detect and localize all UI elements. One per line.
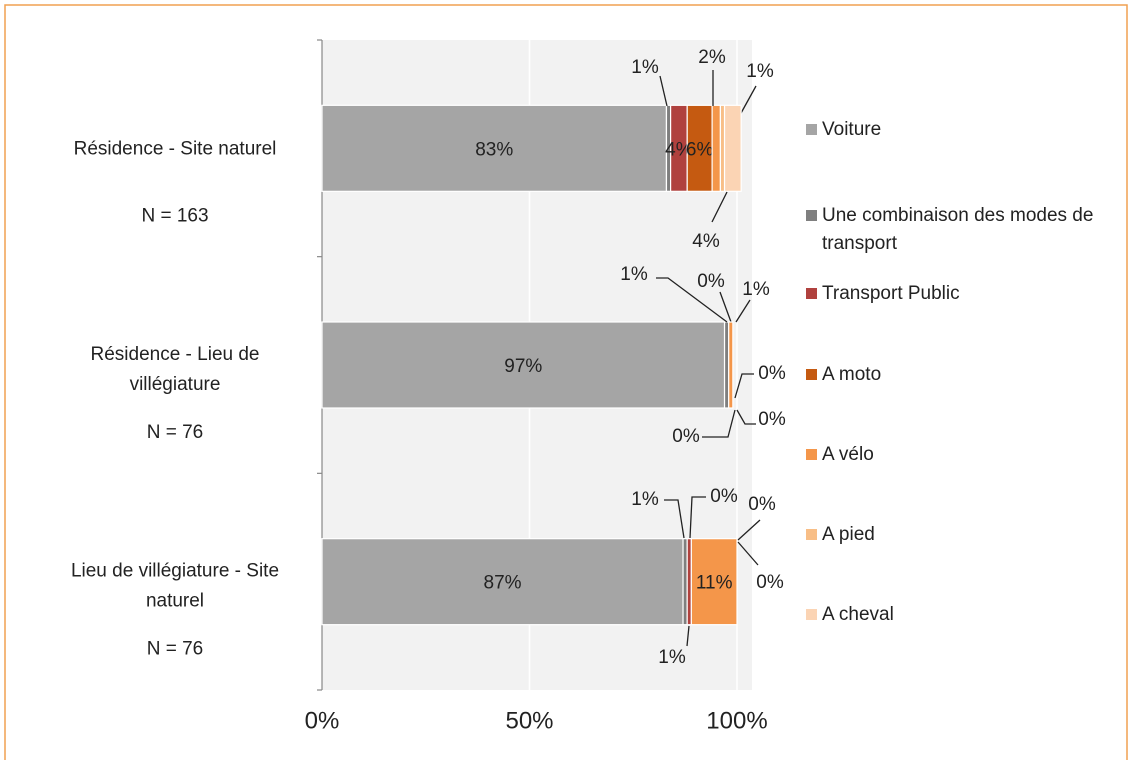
- value-label: 0%: [758, 409, 786, 430]
- value-label: 0%: [758, 363, 786, 384]
- value-label: 83%: [475, 139, 513, 160]
- bar-segment: [682, 538, 688, 626]
- legend-label: Voiture: [822, 119, 881, 140]
- bar-segment: [690, 538, 738, 626]
- leader-line: [737, 519, 761, 541]
- value-label: 97%: [504, 356, 542, 377]
- bar-segment: [723, 104, 742, 192]
- legend-label: Une combinaison des modes de transport: [822, 205, 1093, 254]
- value-label: 4%: [692, 231, 720, 252]
- category-label: Résidence - Site naturel: [74, 138, 277, 159]
- leader-line: [664, 499, 685, 539]
- value-label: 0%: [697, 271, 725, 292]
- category-label: villégiature: [130, 374, 221, 395]
- legend-swatch: [806, 369, 817, 380]
- category-label: naturel: [146, 591, 204, 612]
- leader-line: [656, 277, 728, 323]
- x-tick-label: 50%: [505, 707, 553, 734]
- value-label: 0%: [710, 486, 738, 507]
- bar-segment: [719, 104, 726, 192]
- value-label: 1%: [658, 647, 686, 668]
- value-label: 87%: [484, 573, 522, 594]
- value-label: 1%: [631, 57, 659, 78]
- category-label: Lieu de villégiature - Site: [71, 561, 279, 582]
- legend-label: A moto: [822, 364, 881, 385]
- legend-label: A vélo: [822, 444, 874, 465]
- value-label: 2%: [698, 47, 726, 68]
- legend-swatch: [806, 529, 817, 540]
- sample-size: N = 76: [147, 422, 204, 443]
- legend-swatch: [806, 124, 817, 135]
- bar-segment: [686, 538, 692, 626]
- category-label: Résidence - Lieu de: [91, 344, 260, 365]
- leader-line: [736, 409, 756, 425]
- legend-label: A pied: [822, 524, 875, 545]
- bar-segment: [723, 321, 730, 409]
- value-label: 4%: [665, 139, 693, 160]
- bar-segment: [321, 321, 726, 409]
- legend-swatch: [806, 210, 817, 221]
- x-tick-label: 100%: [706, 707, 767, 734]
- bar-segment: [686, 104, 713, 192]
- leader-line: [686, 625, 690, 647]
- value-label: 6%: [686, 139, 714, 160]
- leader-line: [689, 496, 706, 539]
- bar-segment: [728, 321, 734, 409]
- value-label: 1%: [746, 61, 774, 82]
- legend-label: A cheval: [822, 604, 894, 625]
- legend-label: Transport Public: [822, 283, 960, 304]
- leader-line: [702, 409, 736, 438]
- value-label: 1%: [742, 279, 770, 300]
- legend-swatch: [806, 288, 817, 299]
- x-tick-label: 0%: [305, 707, 340, 734]
- legend-swatch: [806, 449, 817, 460]
- leader-line: [659, 75, 668, 107]
- leader-line: [735, 299, 751, 323]
- sample-size: N = 163: [141, 205, 208, 226]
- leader-line: [734, 373, 754, 399]
- value-label: 11%: [696, 573, 733, 594]
- value-label: 0%: [748, 494, 776, 515]
- leader-line: [711, 191, 728, 223]
- sample-size: N = 76: [147, 639, 204, 660]
- bar-segment: [711, 104, 721, 192]
- value-label: 1%: [620, 264, 648, 285]
- value-label: 0%: [756, 572, 784, 593]
- leader-line: [737, 541, 759, 566]
- legend-swatch: [806, 609, 817, 620]
- value-label: 1%: [631, 489, 659, 510]
- leader-line: [719, 291, 732, 323]
- value-label: 0%: [672, 426, 700, 447]
